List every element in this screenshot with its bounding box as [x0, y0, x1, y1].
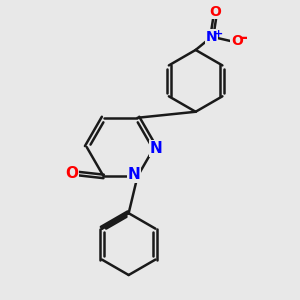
Text: N: N	[149, 141, 162, 156]
Text: N: N	[128, 167, 140, 182]
Text: O: O	[231, 34, 243, 48]
Text: +: +	[214, 29, 223, 39]
Text: O: O	[209, 5, 221, 19]
Text: O: O	[65, 166, 78, 181]
Text: -: -	[240, 28, 247, 46]
Text: N: N	[206, 30, 218, 44]
